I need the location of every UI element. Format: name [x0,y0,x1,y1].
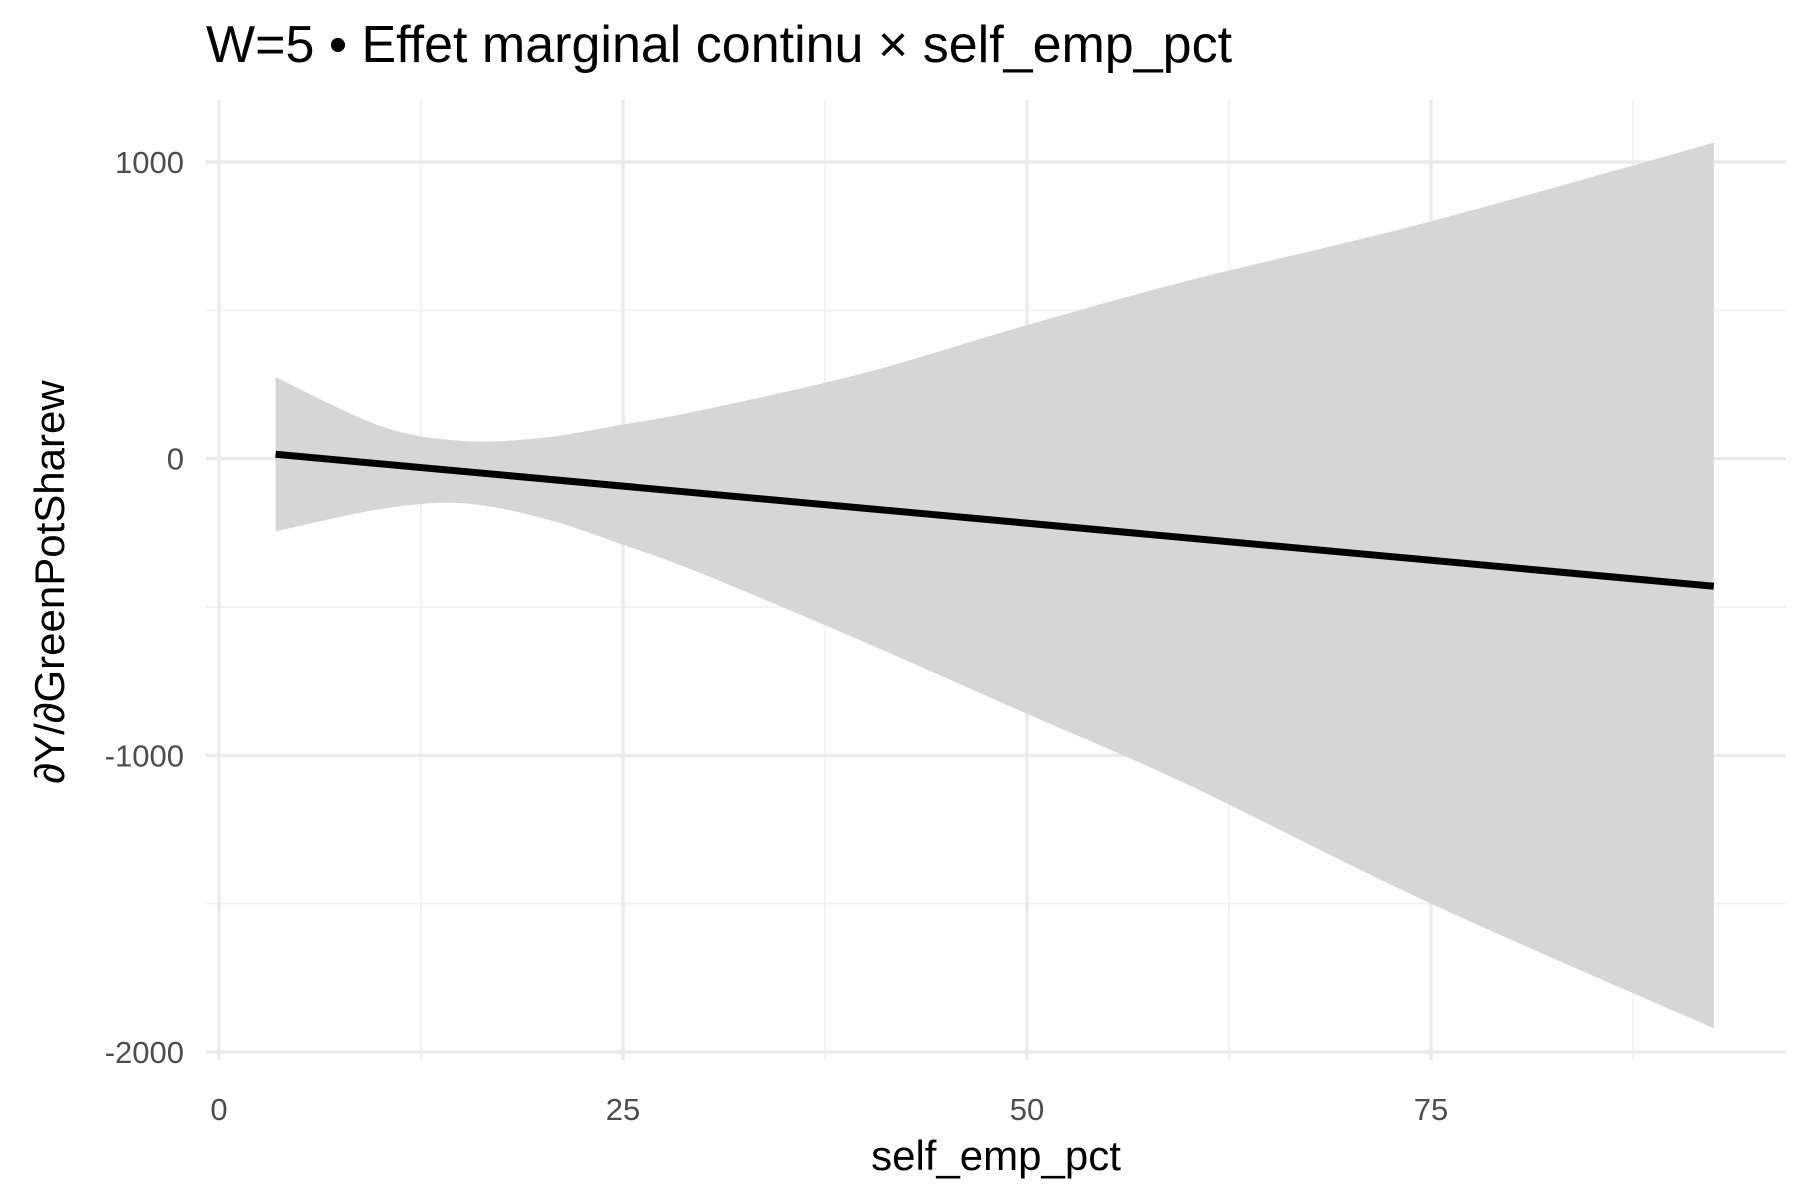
y-tick-labels: 1000 0 -1000 -2000 [105,145,184,1070]
y-tick-label: -2000 [105,1035,184,1070]
x-tick-label: 50 [1010,1092,1044,1127]
y-axis-title: ∂Y/∂GreenPotSharew [26,380,73,784]
y-tick-label: 0 [167,442,184,477]
effect-lines [275,450,1715,590]
y-tick-label: -1000 [105,738,184,773]
x-tick-labels: 0 25 50 75 [210,1092,1448,1127]
x-tick-label: 25 [606,1092,640,1127]
confidence-band [275,142,1714,1029]
y-tick-label: 1000 [115,145,184,180]
chart-title: W=5 • Effet marginal continu × self_emp_… [206,16,1233,74]
x-axis-title: self_emp_pct [871,1132,1121,1179]
marginal-effect-line [275,450,1715,590]
x-tick-label: 0 [210,1092,227,1127]
x-tick-label: 75 [1414,1092,1448,1127]
